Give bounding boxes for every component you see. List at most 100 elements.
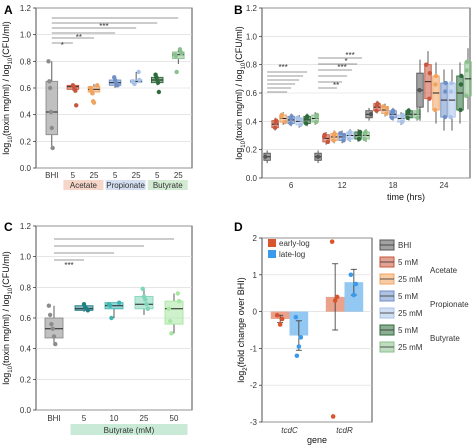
panel-c-xtick-label: 5 — [82, 414, 87, 423]
panel-d-chart: -3 -2 -1 0 1 2 log2(fold change over BHI) tcdC t… — [236, 234, 469, 445]
panel-c-point — [46, 303, 52, 308]
panel-b-point — [325, 139, 331, 145]
panel-c-point — [107, 303, 113, 308]
panel-b-point — [443, 80, 449, 86]
panel-a-point — [173, 53, 179, 59]
panel-a-point — [50, 145, 55, 151]
panel-d-ytick-label: 2 — [253, 234, 258, 243]
panel-a-point — [91, 100, 97, 105]
panel-b-sig-label: ** — [333, 81, 339, 90]
panel-c-point — [53, 341, 58, 347]
panel-b-point — [375, 101, 380, 106]
panel-b-point — [298, 117, 304, 122]
panel-b-point — [405, 115, 410, 120]
panel-a-ytick-label: 1.0 — [20, 31, 32, 40]
panel-c-point — [144, 302, 149, 307]
panel-c-point — [166, 306, 172, 311]
panel-c-ytick-label: 1.2 — [20, 222, 32, 231]
panel-d-point — [329, 239, 335, 244]
legend-group-label: Acetate — [430, 266, 458, 275]
panel-c-sig-label: *** — [64, 261, 73, 270]
panel-b-point — [273, 118, 279, 123]
panel-d-point — [353, 281, 359, 287]
panel-b-point — [449, 80, 454, 86]
panel-b-point — [390, 108, 396, 113]
panel-b-point — [341, 138, 346, 143]
panel-b-point — [295, 115, 300, 120]
panel-b-point — [341, 132, 347, 138]
panel-b-point — [458, 107, 463, 113]
panel-a-group-band — [147, 180, 188, 190]
panel-b-ytick-label: 0.8 — [246, 61, 258, 70]
panel-d-point — [330, 414, 336, 419]
panel-c-point — [47, 312, 53, 318]
panel-a-point — [74, 103, 79, 108]
panel-b-point — [362, 136, 367, 142]
panel-b-point — [314, 112, 320, 118]
panel-a-sig-label: ** — [76, 33, 82, 42]
legend-label: 25 mM — [398, 275, 423, 284]
panel-b-ytick-label: 0.6 — [246, 89, 258, 98]
panel-c-point — [140, 286, 145, 292]
panel-b-point — [288, 121, 293, 126]
panel-b-ylabel: log10(toxin mg/ml) / log10(CFU/ml) — [234, 26, 247, 159]
panel-b-ytick-label: 0.0 — [246, 174, 258, 183]
panel-c-ytick-label: 0.8 — [20, 283, 32, 292]
panel-label-a: A — [4, 3, 13, 17]
panel-b-point — [448, 89, 454, 94]
panel-b-chart: 0.0 0.2 0.4 0.6 0.8 1.0 1.2 log10(toxin mg/ml) … — [234, 4, 472, 202]
panel-b-xtick-label: 12 — [338, 181, 347, 190]
panel-c-ylabel: log10(toxin mg/ml) / log10(CFU/ml) — [1, 251, 14, 384]
panel-label-b: B — [234, 3, 243, 17]
panel-d-ytick-label: -1 — [250, 344, 258, 353]
panel-b-point — [374, 108, 379, 113]
panel-b-point — [416, 108, 421, 113]
panel-a-point — [46, 59, 51, 64]
panel-c-chart: 0.0 0.2 0.4 0.6 0.8 1.0 1.2 log10(toxin mg/ml) … — [1, 222, 193, 435]
panel-b-point — [263, 154, 268, 159]
panel-b-point — [332, 131, 337, 136]
legend-group-label: Propionate — [430, 300, 469, 309]
panel-c-point — [109, 315, 114, 321]
panel-c-xtick-label: 50 — [170, 414, 179, 423]
panel-a-point — [174, 69, 179, 75]
panel-a-point — [179, 51, 184, 56]
panel-a-ytick-label: 0.4 — [20, 111, 32, 120]
legend-label: 5 mM — [398, 258, 418, 267]
panel-d-xtick-label: tcdC — [281, 426, 298, 435]
panel-b-point — [338, 131, 343, 136]
panel-a-group-band — [63, 180, 104, 190]
panel-a-point — [48, 109, 54, 115]
panel-c-point — [175, 291, 181, 296]
panel-b-point — [433, 73, 439, 79]
panel-d-point — [298, 335, 304, 340]
panel-b-point — [443, 89, 448, 94]
panel-a-ytick-label: 0.6 — [20, 84, 32, 93]
panel-b-point — [423, 62, 429, 67]
panel-a-point — [137, 77, 142, 83]
panel-c-group-band — [70, 424, 188, 435]
panel-c-point — [167, 318, 173, 324]
panel-b-sig-label: *** — [345, 51, 354, 60]
panel-d-ytick-label: -2 — [250, 381, 258, 390]
panel-b-point — [384, 111, 389, 116]
panel-b-ytick-label: 0.4 — [246, 117, 258, 126]
panel-a-sig-label: * — [61, 41, 64, 50]
panel-a-box — [172, 51, 185, 60]
panel-c-xlabel: Butyrate (mM) — [104, 426, 155, 435]
panel-c-point — [143, 297, 148, 302]
panel-b-point — [313, 119, 319, 125]
panel-b-point — [303, 121, 309, 126]
panel-a-point — [90, 91, 95, 96]
panel-b-point — [272, 125, 278, 130]
panel-b-point — [463, 93, 469, 99]
panel-a-xtick-label: 5 — [113, 171, 118, 180]
panel-d-legend-swatch — [268, 239, 276, 247]
panel-b-point — [389, 115, 395, 120]
panel-b-point — [282, 119, 288, 125]
panel-a-ytick-label: 1.2 — [20, 4, 32, 13]
panel-b-point — [442, 114, 448, 120]
panel-b-point — [347, 129, 353, 135]
legend-label: 5 mM — [398, 326, 418, 335]
panel-b-point — [368, 112, 374, 117]
